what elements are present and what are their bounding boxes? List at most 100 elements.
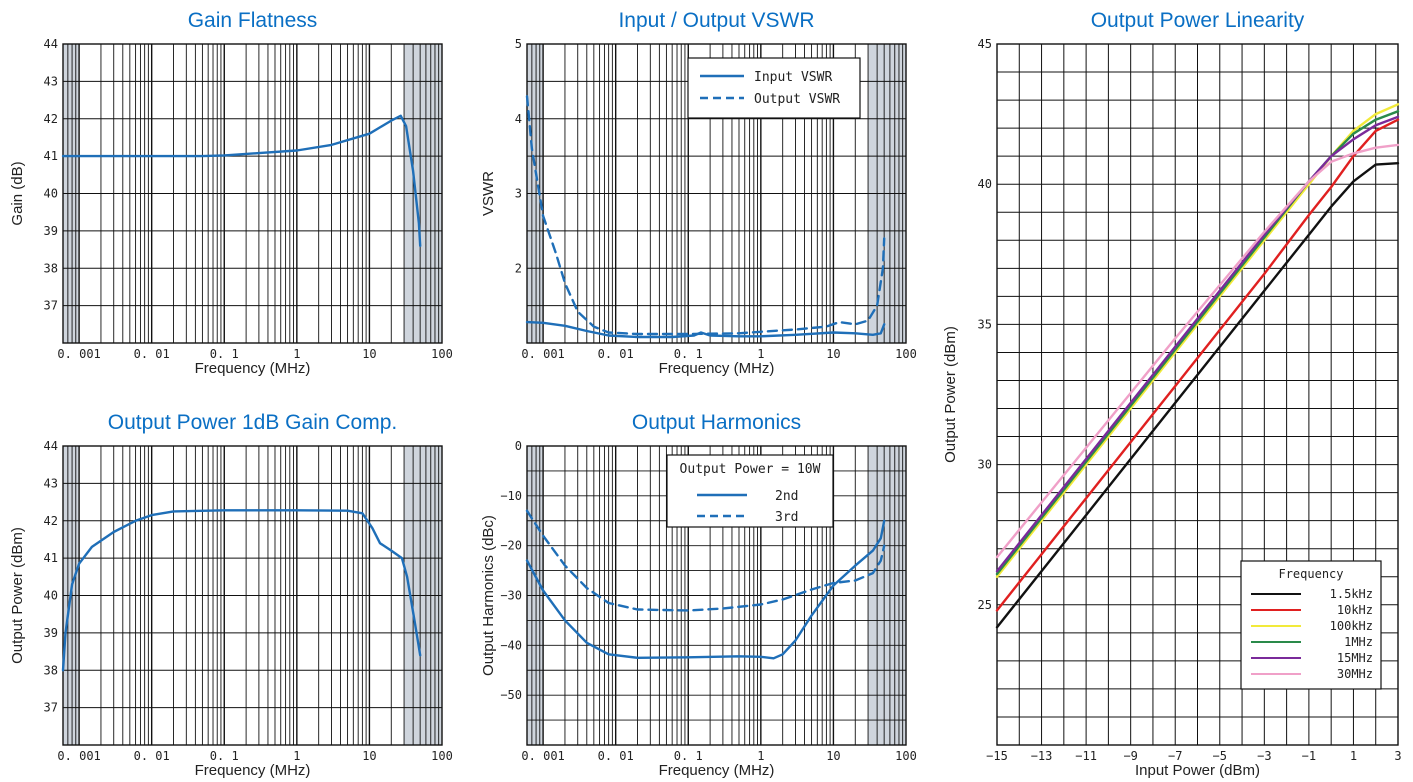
series-line-input-vswr bbox=[525, 320, 886, 339]
x-tick-label: 0. 1 bbox=[674, 749, 703, 763]
y-tick-label: 39 bbox=[44, 626, 58, 640]
x-tick-label: 0. 1 bbox=[674, 347, 703, 361]
x-tick-label: 1 bbox=[293, 749, 300, 763]
legend-label: 1MHz bbox=[1344, 635, 1373, 649]
y-axis-label: Output Harmonics (dBc) bbox=[480, 515, 497, 676]
y-tick-label: 41 bbox=[44, 551, 58, 565]
plot-frame bbox=[996, 43, 1399, 746]
series-line-30mhz bbox=[995, 143, 1400, 559]
series-line-0 bbox=[61, 114, 422, 247]
chart-linearity: Output Power Linearity−15 −13 −11 −9 −7 −5 −3−… bbox=[942, 9, 1402, 779]
y-tick-label: 45 bbox=[978, 37, 992, 51]
y-tick-label: 40 bbox=[44, 187, 58, 201]
chart-gain: Gain Flatness 0. 001 0. 01 0. 1 1 10 100 37 38 39… bbox=[9, 9, 453, 377]
legend-label: 10kHz bbox=[1337, 603, 1373, 617]
legend-label: Output VSWR bbox=[754, 92, 840, 107]
x-axis-label: Frequency (MHz) bbox=[659, 360, 775, 377]
plot-frame bbox=[526, 43, 907, 344]
legend: Input VSWR Output VSWR bbox=[687, 57, 861, 119]
series-line-output-vswr bbox=[525, 95, 886, 336]
x-tick-label: −3 bbox=[1257, 749, 1271, 763]
y-tick-label: 35 bbox=[978, 317, 992, 331]
series-line-10khz bbox=[995, 118, 1400, 612]
x-tick-label: 10 bbox=[826, 749, 840, 763]
y-tick-label: 40 bbox=[44, 589, 58, 603]
chart-title: Output Harmonics bbox=[632, 411, 801, 434]
y-axis-label: VSWR bbox=[480, 171, 497, 216]
y-tick-label: 41 bbox=[44, 149, 58, 163]
x-axis-label: Input Power (dBm) bbox=[1135, 762, 1260, 779]
x-tick-label: 0. 01 bbox=[598, 749, 634, 763]
y-tick-label: −10 bbox=[500, 489, 522, 503]
y-axis-label: Output Power (dBm) bbox=[9, 527, 26, 664]
series-line-0 bbox=[61, 509, 422, 672]
x-tick-label: 100 bbox=[431, 347, 453, 361]
legend-label: 15MHz bbox=[1337, 651, 1373, 665]
y-tick-label: 37 bbox=[44, 299, 58, 313]
y-tick-label: 43 bbox=[44, 74, 58, 88]
y-tick-label: −20 bbox=[500, 539, 522, 553]
legend-label: Input VSWR bbox=[754, 70, 832, 85]
x-tick-label: 100 bbox=[895, 347, 917, 361]
x-tick-label: 0. 001 bbox=[57, 347, 100, 361]
x-tick-label: −15 bbox=[986, 749, 1008, 763]
x-tick-label: 0. 01 bbox=[598, 347, 634, 361]
y-tick-label: 0 bbox=[515, 439, 522, 453]
legend: Frequency 1.5kHz 10kHz 100kHz 1MHz 15MHz 30MHz bbox=[1240, 560, 1382, 690]
legend-label: 2nd bbox=[775, 489, 798, 504]
legend-label: 1.5kHz bbox=[1330, 587, 1373, 601]
y-tick-label: 2 bbox=[515, 261, 522, 275]
x-tick-label: 100 bbox=[895, 749, 917, 763]
x-tick-label: 0. 001 bbox=[57, 749, 100, 763]
y-tick-label: 44 bbox=[44, 37, 58, 51]
chart-title: Input / Output VSWR bbox=[618, 9, 814, 32]
x-tick-label: 0. 1 bbox=[210, 749, 239, 763]
y-tick-label: 42 bbox=[44, 112, 58, 126]
y-tick-label: 44 bbox=[44, 439, 58, 453]
x-tick-label: −7 bbox=[1168, 749, 1182, 763]
plot-frame bbox=[62, 43, 443, 344]
series-line-2nd bbox=[525, 519, 886, 660]
x-tick-label: −13 bbox=[1031, 749, 1053, 763]
x-tick-label: 1 bbox=[1350, 749, 1357, 763]
y-tick-label: −50 bbox=[500, 688, 522, 702]
x-axis-label: Frequency (MHz) bbox=[659, 762, 775, 779]
grid bbox=[63, 446, 442, 745]
y-tick-label: 42 bbox=[44, 514, 58, 528]
x-axis-label: Frequency (MHz) bbox=[195, 360, 311, 377]
y-axis-label: Gain (dB) bbox=[9, 161, 26, 225]
x-tick-label: −9 bbox=[1123, 749, 1137, 763]
x-tick-label: 10 bbox=[362, 347, 376, 361]
y-tick-label: 38 bbox=[44, 261, 58, 275]
y-tick-label: 30 bbox=[978, 458, 992, 472]
x-tick-label: 1 bbox=[293, 347, 300, 361]
series-line-1-5khz bbox=[995, 162, 1400, 629]
x-tick-label: 0. 001 bbox=[521, 347, 564, 361]
legend-box bbox=[687, 57, 861, 119]
y-tick-label: 39 bbox=[44, 224, 58, 238]
legend-box bbox=[666, 454, 834, 528]
legend-label: 30MHz bbox=[1337, 667, 1373, 681]
chart-p1db: Output Power 1dB Gain Comp. 0. 001 0. 01 0.… bbox=[9, 411, 453, 779]
chart-title: Output Power 1dB Gain Comp. bbox=[108, 411, 397, 434]
plot-frame bbox=[526, 445, 907, 746]
legend-label: 100kHz bbox=[1330, 619, 1373, 633]
chart-vswr: Input / Output VSWR 0. 001 0. 01 0. 1 1 10 100… bbox=[480, 9, 917, 377]
y-tick-label: −30 bbox=[500, 589, 522, 603]
legend: Output Power = 10W 2nd 3rd bbox=[666, 454, 834, 528]
y-tick-label: 25 bbox=[978, 598, 992, 612]
y-axis-label: Output Power (dBm) bbox=[942, 326, 959, 463]
x-tick-label: 0. 1 bbox=[210, 347, 239, 361]
x-tick-label: 10 bbox=[826, 347, 840, 361]
x-tick-label: 0. 01 bbox=[134, 347, 170, 361]
series-line-100khz bbox=[995, 103, 1400, 578]
legend-title: Output Power = 10W bbox=[680, 462, 821, 477]
series-line-3rd bbox=[525, 509, 886, 612]
y-tick-label: 5 bbox=[515, 37, 522, 51]
x-tick-label: −1 bbox=[1302, 749, 1316, 763]
x-tick-label: 10 bbox=[362, 749, 376, 763]
x-tick-label: 3 bbox=[1394, 749, 1401, 763]
x-tick-label: 0. 01 bbox=[134, 749, 170, 763]
x-tick-label: −11 bbox=[1075, 749, 1097, 763]
